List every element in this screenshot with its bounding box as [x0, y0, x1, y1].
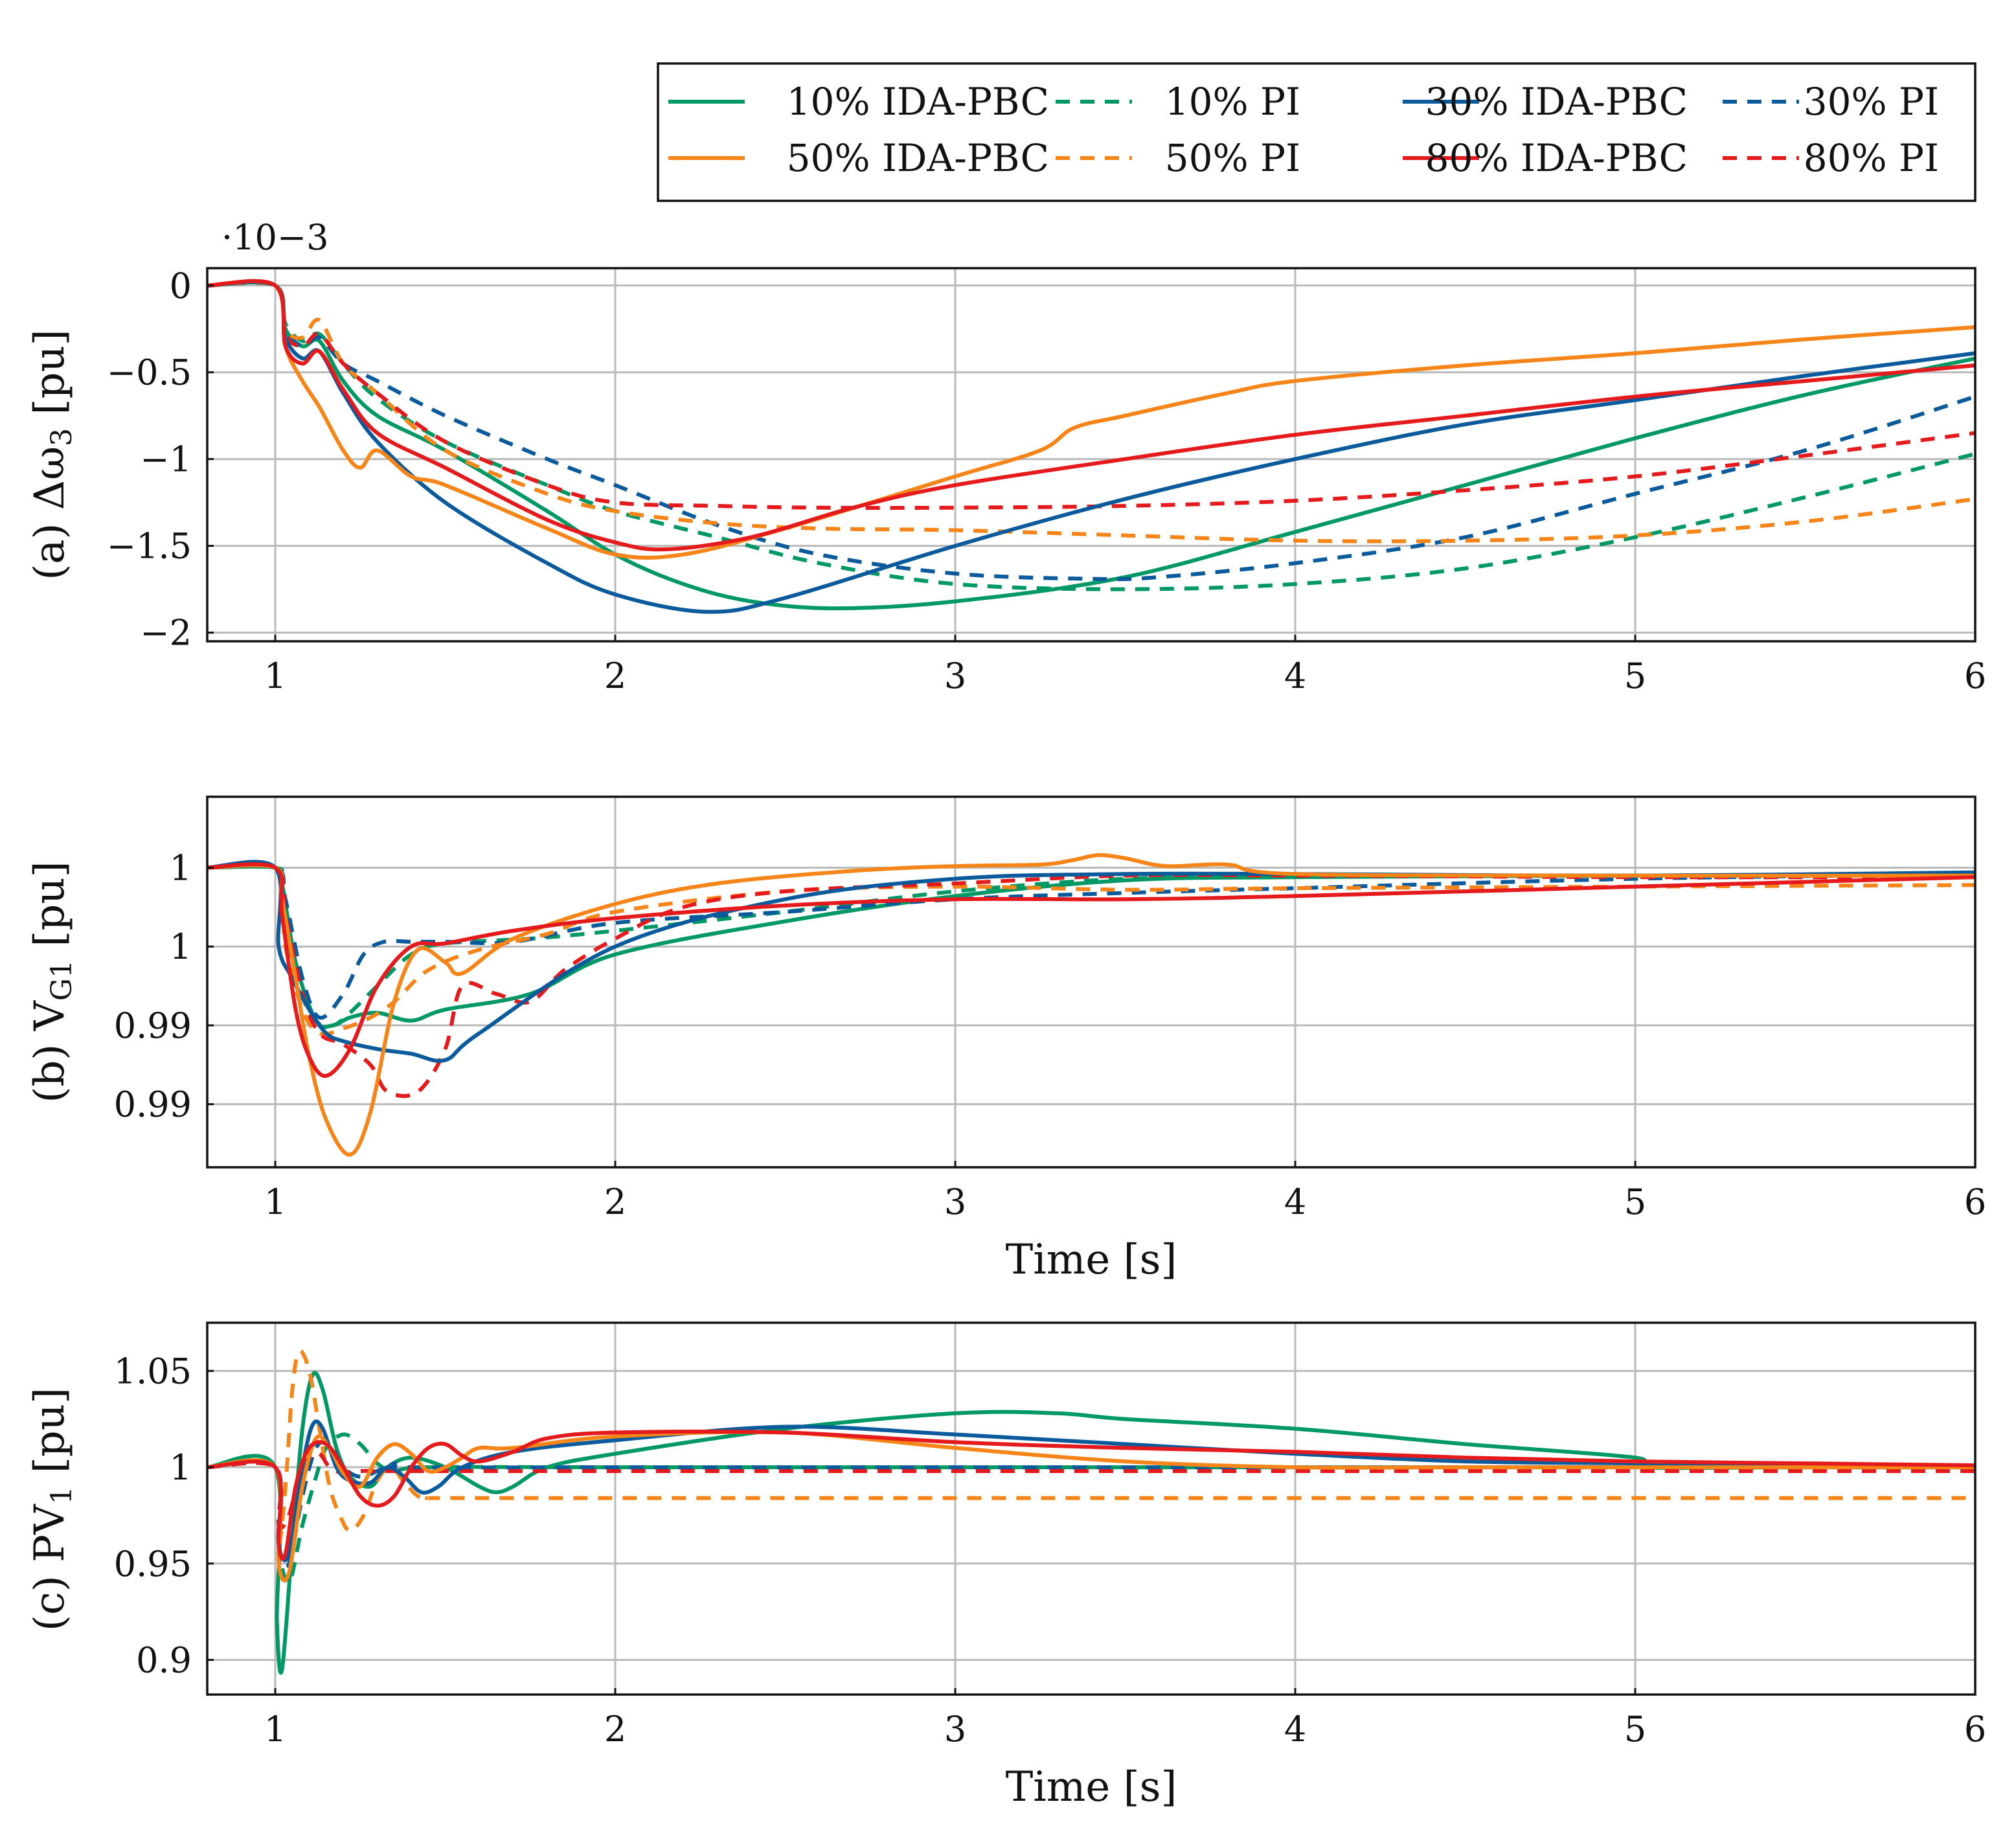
panel-a-ytick-label: −1.5: [107, 526, 192, 567]
legend: 10% IDA-PBC 10% PI 30% IDA-PBC 30% PI 50% ID…: [657, 62, 1976, 202]
panel-a-ytick-label: −2: [140, 613, 192, 654]
panel-a-xtick-label: 1: [264, 656, 286, 696]
panel-b-xtick-label: 2: [604, 1182, 626, 1222]
panel-c-xtick-label: 6: [1964, 1709, 1986, 1750]
panel-b-series-50pct-pi: [207, 860, 1975, 1036]
legend-label-50pct-pi: 50% PI: [1165, 136, 1300, 180]
panel-c-ticks: 1 2 3 4 5 6 1.05 1 0.95 0.9: [114, 1351, 1986, 1750]
panel-a-frame: [206, 267, 1976, 643]
panel-b-ticks: 1 2 3 4 5 6 1 1 0.99 0.99: [114, 848, 1986, 1222]
panel-a-ticks: 1 2 3 4 5 6 0 −0.5 −1 −1.5 −2: [107, 266, 1986, 696]
panel-b-xtick-label: 6: [1964, 1182, 1986, 1222]
panel-a-ytick-label: −1: [140, 439, 192, 480]
legend-box: [657, 62, 1976, 202]
legend-label-50pct-ida-pbc: 50% IDA-PBC: [787, 136, 1049, 180]
panel-c-xtick-label: 3: [944, 1709, 966, 1750]
panel-c-series-80pct-ida-pbc: [207, 1429, 1975, 1561]
legend-label-30pct-ida-pbc: 30% IDA-PBC: [1425, 80, 1688, 124]
panel-b-ytick-label: 1: [170, 926, 192, 967]
panel-a-series-80pct-pi: [207, 280, 1975, 510]
legend-label-30pct-pi: 30% PI: [1804, 80, 1939, 124]
panel-c: 1 2 3 4 5 6 1.05 1 0.95 0.9 Time [s] (c) PV1 [pu]: [26, 1321, 1986, 1811]
panel-c-series: [207, 1349, 1975, 1675]
panel-b-series-30pct-pi: [207, 863, 1975, 1020]
panel-b-ytick-label: 0.99: [114, 1084, 192, 1125]
legend-label-80pct-pi: 80% PI: [1804, 136, 1939, 180]
panel-b-xtick-label: 5: [1624, 1182, 1646, 1222]
panel-a-ytick-label: −0.5: [107, 352, 192, 393]
panel-a: 1 2 3 4 5 6 0 −0.5 −1 −1.5 −2 ·10−3 (a) Δω3 [pu]: [26, 217, 1986, 696]
panel-a-xtick-label: 6: [1964, 656, 1986, 696]
panel-c-ylabel: (c) PV1 [pu]: [26, 1388, 78, 1631]
panel-b-ytick-label: 0.99: [114, 1005, 192, 1046]
panel-b-series: [207, 853, 1975, 1157]
panel-b-xtick-label: 3: [944, 1182, 966, 1222]
legend-label-10pct-ida-pbc: 10% IDA-PBC: [787, 80, 1049, 124]
panel-c-series-50pct-pi: [207, 1349, 1975, 1547]
panel-a-xtick-label: 2: [604, 656, 626, 696]
panel-c-ytick-label: 0.95: [114, 1544, 192, 1584]
panel-a-grid: [207, 268, 1976, 641]
panel-c-ytick-label: 1: [170, 1447, 192, 1488]
panel-a-series-10pct-pi: [207, 280, 1975, 591]
panel-b-ylabel: (b) VG1 [pu]: [26, 861, 78, 1103]
panel-b-xtick-label: 4: [1284, 1182, 1306, 1222]
panel-a-xtick-label: 3: [944, 656, 966, 696]
panel-a-ytick-label: 0: [170, 266, 192, 306]
panel-a-series-30pct-pi: [207, 280, 1975, 582]
panel-c-series-50pct-ida-pbc: [207, 1430, 1975, 1582]
panel-a-series: [207, 279, 1975, 614]
panel-c-xlabel: Time [s]: [1006, 1763, 1177, 1811]
panel-b-xlabel: Time [s]: [1006, 1236, 1177, 1284]
panel-b-series-80pct-ida-pbc: [207, 862, 1975, 1078]
panel-b: 1 2 3 4 5 6 1 1 0.99 0.99 Time [s] (b) VG1 [pu]: [26, 795, 1986, 1284]
panel-a-xtick-label: 5: [1624, 656, 1646, 696]
panel-a-exponent-label: ·10−3: [221, 217, 328, 258]
legend-label-80pct-ida-pbc: 80% IDA-PBC: [1425, 136, 1688, 180]
panel-c-ytick-label: 1.05: [114, 1351, 192, 1391]
panel-b-frame: [206, 795, 1976, 1169]
panel-c-xtick-label: 5: [1624, 1709, 1646, 1750]
panel-b-ytick-label: 1: [170, 848, 192, 889]
panel-a-series-80pct-ida-pbc: [207, 279, 1975, 552]
panel-b-series-50pct-ida-pbc: [207, 853, 1975, 1157]
panel-a-series-10pct-ida-pbc: [207, 280, 1975, 611]
legend-label-10pct-pi: 10% PI: [1165, 80, 1300, 124]
panel-c-xtick-label: 4: [1284, 1709, 1306, 1750]
panel-b-xtick-label: 1: [264, 1182, 286, 1222]
panel-c-ytick-label: 0.9: [136, 1639, 192, 1680]
panel-a-xtick-label: 4: [1284, 656, 1306, 696]
panel-a-ylabel: (a) Δω3 [pu]: [26, 329, 78, 580]
panel-c-frame: [206, 1321, 1976, 1696]
panel-c-xtick-label: 1: [264, 1709, 286, 1750]
panel-c-xtick-label: 2: [604, 1709, 626, 1750]
